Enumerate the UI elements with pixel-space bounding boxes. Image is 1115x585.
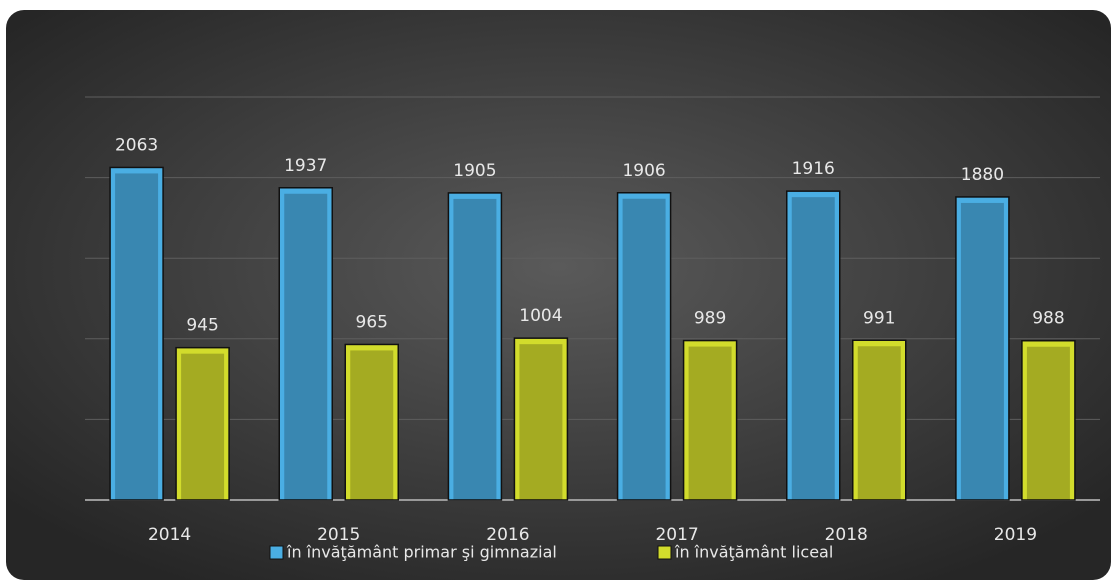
- data-label: 965: [356, 312, 388, 332]
- data-label: 989: [694, 309, 726, 329]
- bar: [682, 339, 738, 501]
- legend-swatch: [657, 545, 672, 560]
- data-label: 1905: [453, 161, 496, 181]
- bar-shade: [960, 202, 1004, 500]
- data-label: 1004: [519, 306, 562, 326]
- bar-shade: [1026, 346, 1070, 500]
- bar-shade: [622, 198, 666, 500]
- bar-shade: [115, 173, 159, 500]
- bar: [955, 196, 1010, 501]
- bar-shade: [453, 198, 497, 500]
- bar: [344, 343, 399, 501]
- data-label: 1937: [284, 156, 327, 176]
- bar: [852, 339, 907, 501]
- bar: [175, 346, 230, 501]
- x-tick-label: 2018: [825, 525, 868, 545]
- x-tick-label: 2016: [486, 525, 529, 545]
- data-label: 945: [186, 316, 218, 336]
- data-label: 1880: [961, 165, 1004, 185]
- legend-text: în învăţământ liceal: [674, 543, 833, 562]
- bar-shade: [519, 344, 563, 500]
- legend-swatch: [269, 545, 284, 560]
- x-tick-label: 2015: [317, 525, 360, 545]
- data-label: 1906: [622, 161, 665, 181]
- bar: [109, 166, 164, 501]
- bar: [1021, 339, 1076, 501]
- bar-shade: [791, 197, 835, 500]
- bar-shade: [284, 193, 328, 500]
- data-label: 988: [1032, 309, 1064, 329]
- bar-shade: [688, 346, 732, 500]
- bar: [786, 190, 841, 501]
- x-tick-label: 2019: [994, 525, 1037, 545]
- x-tick-label: 2017: [655, 525, 698, 545]
- bar: [513, 337, 569, 501]
- bar: [447, 192, 503, 501]
- bar: [616, 192, 672, 501]
- bar: [278, 187, 333, 501]
- bar-shade: [350, 350, 394, 500]
- x-tick-label: 2014: [148, 525, 191, 545]
- data-label: 991: [863, 308, 895, 328]
- bar-shade: [857, 346, 901, 500]
- legend-text: în învăţământ primar şi gimnazial: [286, 543, 557, 562]
- bar-shade: [181, 353, 225, 500]
- data-label: 2063: [115, 135, 158, 155]
- data-label: 1916: [792, 159, 835, 179]
